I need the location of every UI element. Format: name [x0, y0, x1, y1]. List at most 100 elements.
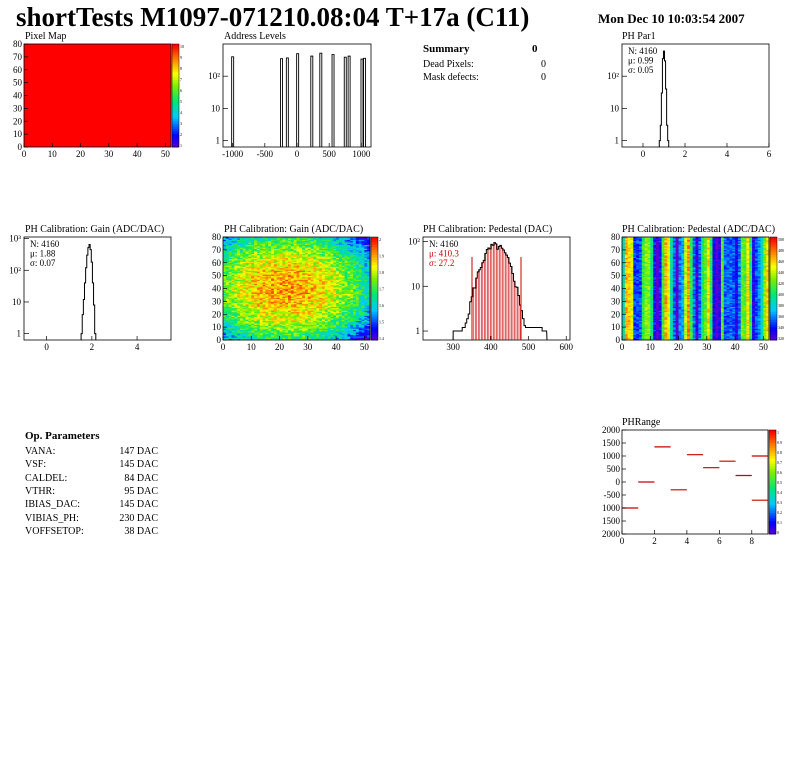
pedestal-2d-cell — [633, 328, 637, 330]
pedestal-2d-cell — [737, 333, 742, 336]
gain-2d-cell — [336, 327, 340, 329]
gain-2d-cell — [271, 288, 275, 291]
gain-2d-cell — [248, 247, 252, 249]
gain-2d-cell — [237, 265, 241, 267]
gain-2d-cell — [254, 243, 258, 246]
gain-2d-cell — [251, 280, 255, 283]
gain-2d-cell — [299, 237, 303, 239]
gain-2d-cell — [361, 316, 365, 319]
gain-2d-cell — [276, 279, 280, 282]
gain-2d-cell — [353, 320, 357, 323]
gain-2d-cell — [282, 298, 286, 301]
gain-2d-cell — [350, 310, 354, 312]
gain-2d-cell — [316, 243, 320, 246]
gain-2d-cell — [344, 334, 348, 337]
gain-2d-cell — [251, 329, 255, 332]
gain-2d-cell — [223, 327, 227, 329]
gain-2d-cell — [307, 246, 311, 248]
gain-2d-cell — [268, 283, 272, 285]
gain-2d-cell — [228, 303, 232, 306]
gain-2d-cell — [282, 293, 286, 296]
gain-2d-cell — [288, 253, 292, 256]
gain-2d-cell — [271, 294, 275, 297]
gain-2d-cell — [299, 247, 303, 249]
pedestal-2d-cell — [735, 333, 739, 336]
gain-2d-cell — [242, 294, 246, 297]
gain-2d-cell — [228, 294, 232, 297]
gain-2d-cell — [248, 266, 252, 269]
gain-2d-cell — [259, 315, 263, 318]
gain-2d-cell — [231, 285, 235, 288]
gain-2d-cell — [231, 255, 235, 257]
gain-2d-cell — [302, 240, 306, 243]
gain-2d-cell — [256, 319, 261, 321]
pedestal-2d-cell — [718, 325, 722, 328]
gain-2d-cell — [327, 289, 331, 292]
gain-2d-cell — [364, 334, 368, 337]
gain-2d-cell — [341, 247, 345, 249]
pedestal-2d-cell — [664, 333, 668, 336]
gain-2d-cell — [239, 305, 244, 307]
gain-2d-cell — [265, 242, 269, 244]
gain-2d-cell — [367, 330, 371, 333]
pedestal-2d-cell — [746, 338, 750, 341]
gain-2d-cell — [276, 328, 280, 330]
gain-2d-cell — [316, 336, 320, 338]
pixel-map-zscale-cell — [172, 64, 179, 68]
gain-2d-cell — [296, 294, 300, 297]
gain-2d-cell — [330, 315, 334, 318]
gain-2d-cell — [223, 270, 227, 273]
gain-2d-cell — [350, 311, 354, 314]
gain-2d-cell — [321, 271, 326, 274]
gain-2d-cell — [239, 278, 244, 280]
gain-2d-cell — [251, 316, 255, 319]
gain-2d-cell — [321, 305, 326, 307]
gain-2d-cell — [307, 288, 311, 291]
gain-2d-cell — [239, 292, 244, 294]
gain-2d-cell — [333, 242, 337, 244]
gain-2d-cell — [259, 323, 263, 325]
gain-2d-cell — [293, 279, 297, 282]
gain-2d-cell — [242, 336, 246, 338]
gain-2d-cell — [296, 302, 300, 305]
pedestal-2d-cell — [706, 336, 710, 338]
gain-2d-cell — [350, 278, 354, 280]
gain-2d-cell — [242, 262, 246, 265]
gain-2d-cell — [254, 284, 258, 287]
gain-2d-cell — [223, 262, 227, 265]
gain-2d-cell — [327, 238, 331, 240]
gain-2d-cell — [350, 280, 354, 283]
pixel-map-title: Pixel Map — [25, 31, 67, 42]
gain-2d-cell — [344, 300, 348, 302]
gain-2d-cell — [307, 255, 311, 257]
gain-2d-cell — [279, 298, 283, 301]
gain-2d-cell — [304, 298, 309, 301]
gain-2d-cell — [304, 283, 309, 285]
gain-2d-cell — [302, 296, 306, 298]
gain-2d-cell — [256, 276, 261, 279]
gain-2d-cell — [259, 294, 263, 297]
gain-2d-cell — [321, 288, 326, 291]
gain-2d-zscale-cell — [371, 255, 378, 259]
gain-2d-cell — [330, 244, 334, 247]
gain-2d-cell — [285, 265, 289, 267]
gain-2d-cell — [279, 315, 283, 318]
gain-2d-cell — [316, 251, 320, 253]
pedestal-2d-cell — [627, 329, 631, 332]
gain-2d-cell — [313, 261, 317, 264]
gain-2d-cell — [319, 246, 323, 248]
pedestal-2d-cell — [687, 334, 691, 337]
gain-2d-cell — [279, 310, 283, 312]
gain-2d-cell — [231, 323, 235, 325]
gain-2d-cell — [285, 332, 289, 334]
pedestal-2d-cell — [709, 333, 713, 336]
gain-2d-cell — [245, 296, 249, 298]
gain-2d-cell — [367, 327, 371, 329]
gain-2d-cell — [276, 242, 280, 244]
gain-2d-cell — [321, 253, 326, 256]
gain-2d-cell — [254, 256, 258, 258]
gain-2d-cell — [355, 273, 359, 275]
gain-2d-cell — [350, 300, 354, 302]
gain-2d-cell — [293, 258, 297, 261]
gain-2d-cell — [347, 311, 351, 314]
